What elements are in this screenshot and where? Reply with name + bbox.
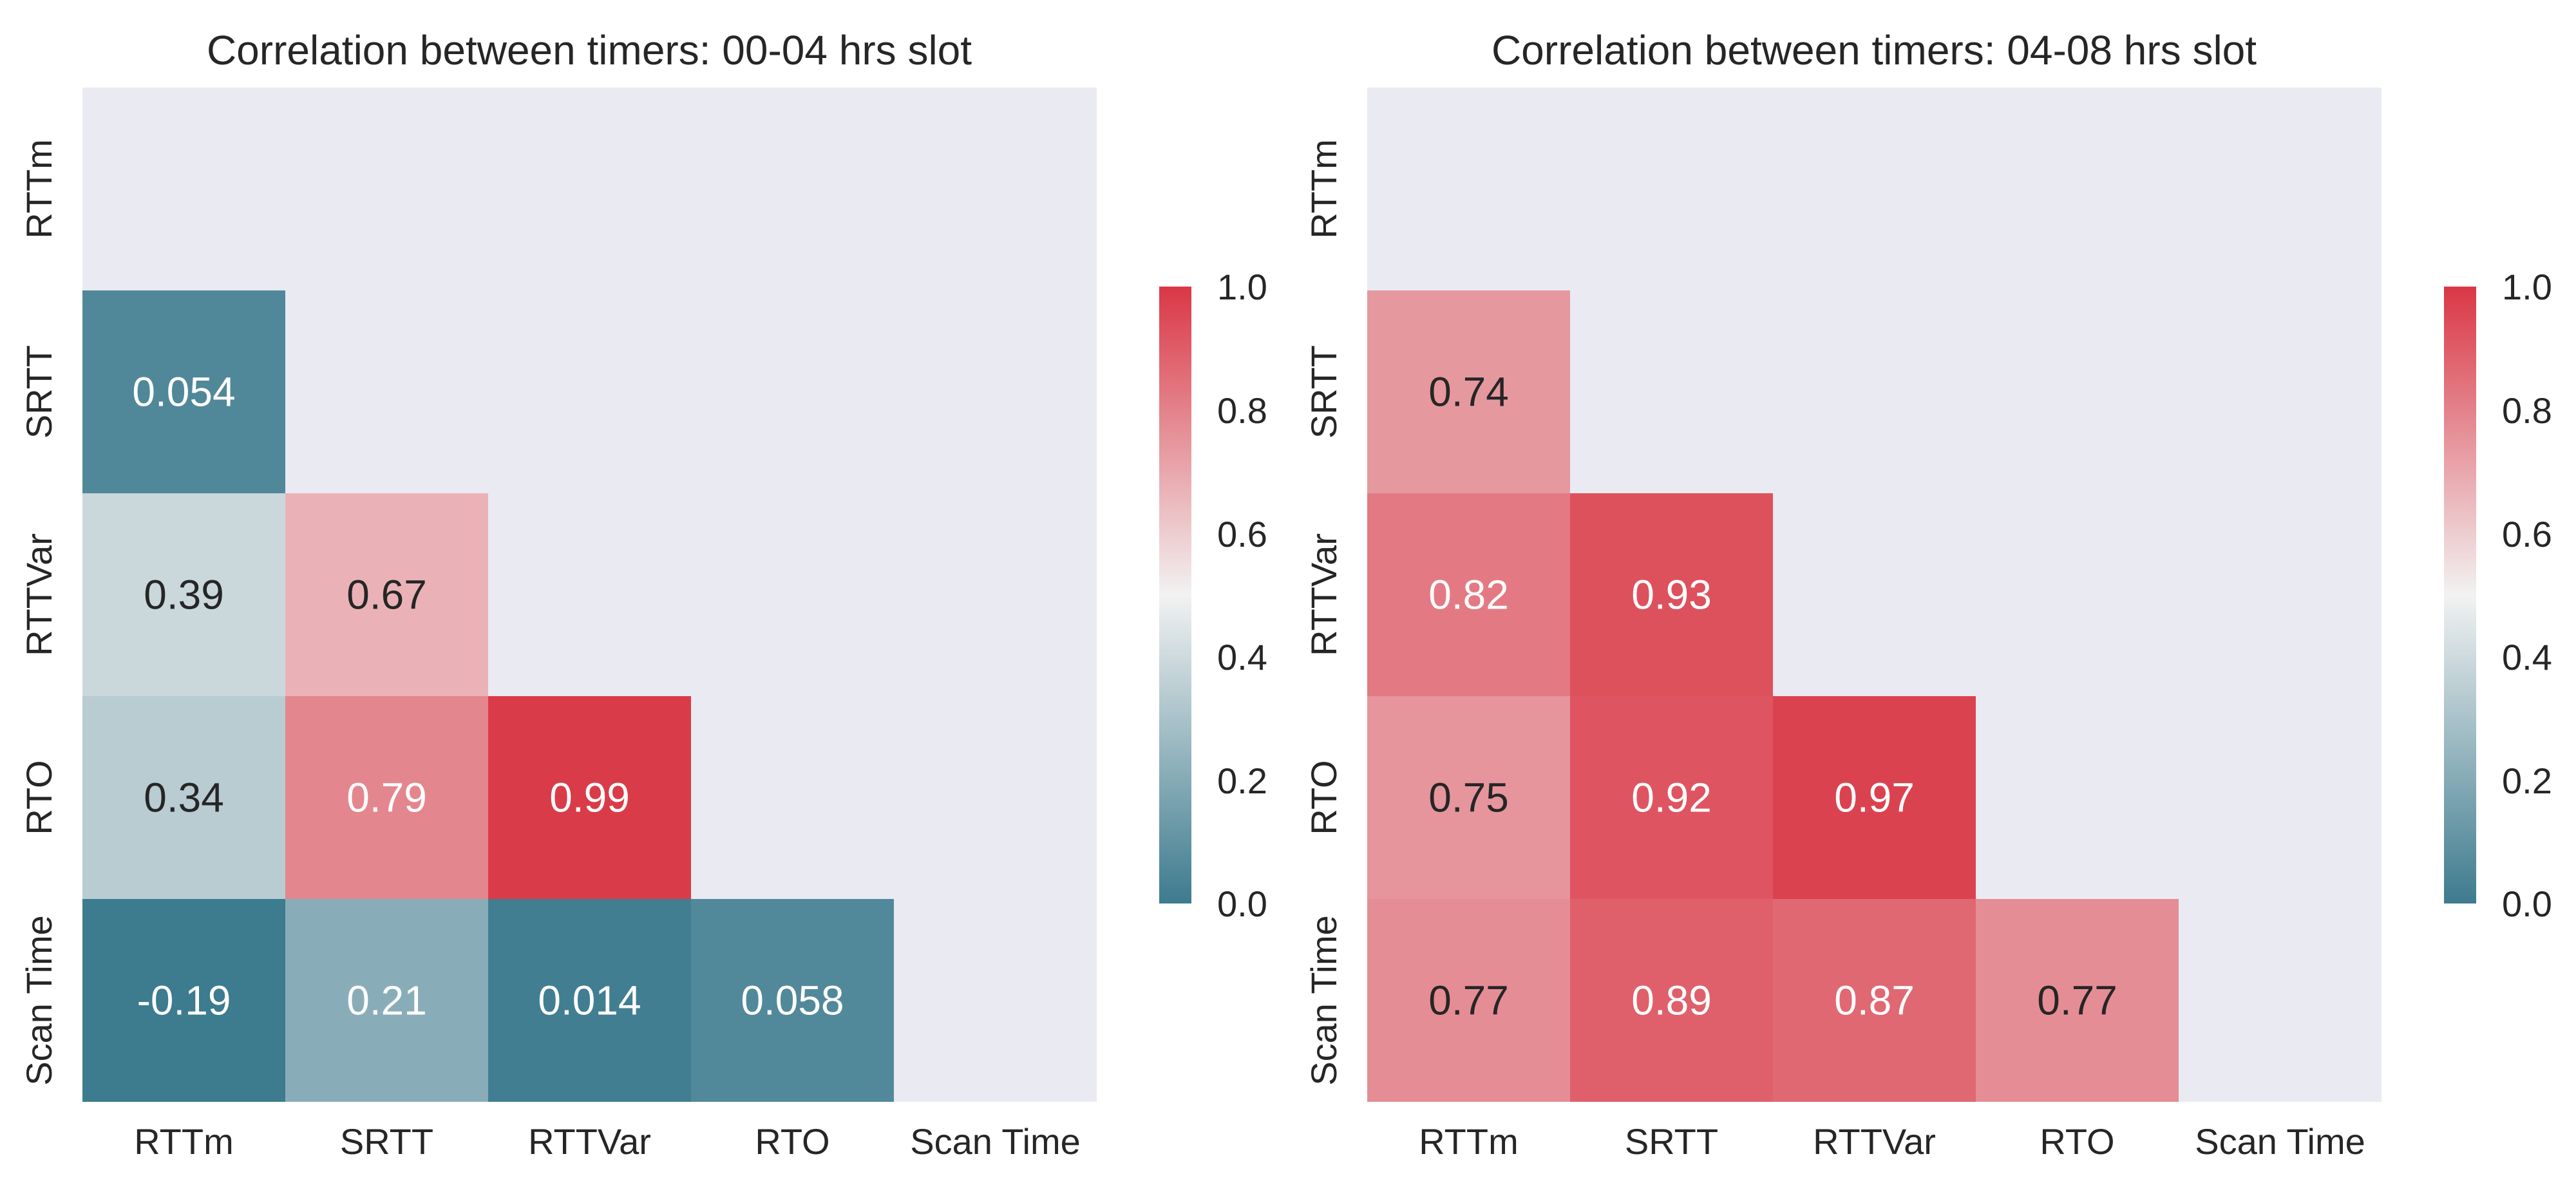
heatmap-cell [82,696,285,899]
colorbar-tick-label: 1.0 [1217,267,1267,307]
x-tick-label: RTTVar [528,1121,651,1162]
x-tick-label: SRTT [340,1121,433,1162]
heatmap-cells-1: 0.054 0.39 0.67 0.34 0.79 0.99 -0.19 0.21 0.014 0… [82,290,894,1102]
heatmap-cell-label: 0.67 [346,572,427,618]
heatmap-cell-label: 0.93 [1631,572,1712,618]
heatmap-cells-2: 0.74 0.82 0.93 0.75 0.92 0.97 0.77 0.89 0.87 0.77 [1367,290,2179,1102]
y-tick-label: Scan Time [1303,915,1344,1086]
y-tick-labels-1: RTTm SRTT RTTVar RTO Scan Time [19,139,59,1086]
x-tick-label: Scan Time [910,1121,1081,1162]
heatmap-cell [1570,899,1773,1102]
y-tick-label: RTTVar [19,533,59,656]
chart-title-2: Correlation between timers: 04-08 hrs sl… [1492,27,2257,73]
y-tick-label: RTTm [1303,139,1344,239]
heatmap-cell-label: 0.39 [144,572,224,618]
heatmap-cell-label: 0.89 [1631,978,1712,1024]
y-tick-label: RTO [19,760,59,835]
y-tick-label: RTTm [19,139,59,239]
heatmap-cell-label: 0.21 [346,978,427,1024]
y-tick-labels-2: RTTm SRTT RTTVar RTO Scan Time [1303,139,1344,1086]
heatmap-cell [1367,493,1570,696]
heatmap-cell-label: 0.77 [2037,978,2117,1024]
heatmap-panel-1: Correlation between timers: 00-04 hrs sl… [19,27,1267,1162]
heatmap-cell-label: 0.87 [1834,978,1915,1024]
x-tick-labels-1: RTTm SRTT RTTVar RTO Scan Time [134,1121,1081,1162]
heatmap-cell [1367,696,1570,899]
heatmap-cell [285,899,488,1102]
heatmap-cell-label: 0.77 [1428,978,1509,1024]
heatmap-cell-label: 0.058 [741,978,844,1024]
x-tick-label: RTO [2040,1121,2114,1162]
heatmap-cell [82,290,285,493]
y-tick-label: SRTT [1303,345,1344,439]
x-tick-labels-2: RTTm SRTT RTTVar RTO Scan Time [1419,1121,2365,1162]
heatmap-cell [285,493,488,696]
heatmap-cell [691,899,894,1102]
colorbar-gradient [1159,287,1191,903]
heatmap-cell [285,696,488,899]
heatmap-cell-label: 0.79 [346,775,427,821]
heatmap-cell-label: 0.99 [549,775,630,821]
colorbar-tick-label: 0.8 [1217,390,1267,431]
heatmap-cell-label: 0.75 [1428,775,1509,821]
colorbar-tick-label: 0.4 [1217,637,1267,677]
colorbar-tick-label: 0.0 [2502,884,2552,924]
colorbar-tick-label: 0.6 [1217,514,1267,554]
heatmap-cell-label: 0.82 [1428,572,1509,618]
colorbar-tick-label: 0.0 [1217,884,1267,924]
heatmap-panel-2: Correlation between timers: 04-08 hrs sl… [1303,27,2552,1162]
x-tick-label: RTTVar [1813,1121,1936,1162]
heatmap-cell [488,899,691,1102]
colorbar-tick-label: 0.2 [2502,761,2552,801]
colorbar-tick-label: 0.8 [2502,390,2552,431]
x-tick-label: RTO [755,1121,829,1162]
heatmap-cell [488,696,691,899]
heatmap-cell [82,493,285,696]
heatmap-cell [1570,493,1773,696]
x-tick-label: RTTm [1419,1121,1519,1162]
chart-title-1: Correlation between timers: 00-04 hrs sl… [207,27,972,73]
heatmap-cell-label: 0.054 [132,369,235,415]
colorbar-tick-label: 0.4 [2502,637,2552,677]
heatmap-cell [1367,290,1570,493]
y-tick-label: RTTVar [1303,533,1344,656]
heatmap-cell [1570,696,1773,899]
colorbar-2: 0.0 0.2 0.4 0.6 0.8 1.0 [2444,267,2552,924]
heatmap-cell [1773,899,1976,1102]
x-tick-label: Scan Time [2195,1121,2365,1162]
heatmap-cell-label: 0.014 [538,978,641,1024]
heatmap-cell-label: -0.19 [137,978,231,1024]
heatmap-cell-label: 0.92 [1631,775,1712,821]
x-tick-label: RTTm [134,1121,234,1162]
colorbar-tick-label: 1.0 [2502,267,2552,307]
colorbar-gradient [2444,287,2476,903]
heatmap-cell-label: 0.97 [1834,775,1915,821]
y-tick-label: SRTT [19,345,59,439]
heatmap-cell [1773,696,1976,899]
colorbar-tick-label: 0.2 [1217,761,1267,801]
heatmap-cell-label: 0.34 [144,775,224,821]
heatmap-cell [82,899,285,1102]
heatmap-cell [1367,899,1570,1102]
y-tick-label: Scan Time [19,915,59,1086]
x-tick-label: SRTT [1625,1121,1718,1162]
y-tick-label: RTO [1303,760,1344,835]
heatmap-cell-label: 0.74 [1428,369,1509,415]
colorbar-1: 0.0 0.2 0.4 0.6 0.8 1.0 [1159,267,1267,924]
colorbar-tick-label: 0.6 [2502,514,2552,554]
heatmap-cell [1976,899,2179,1102]
